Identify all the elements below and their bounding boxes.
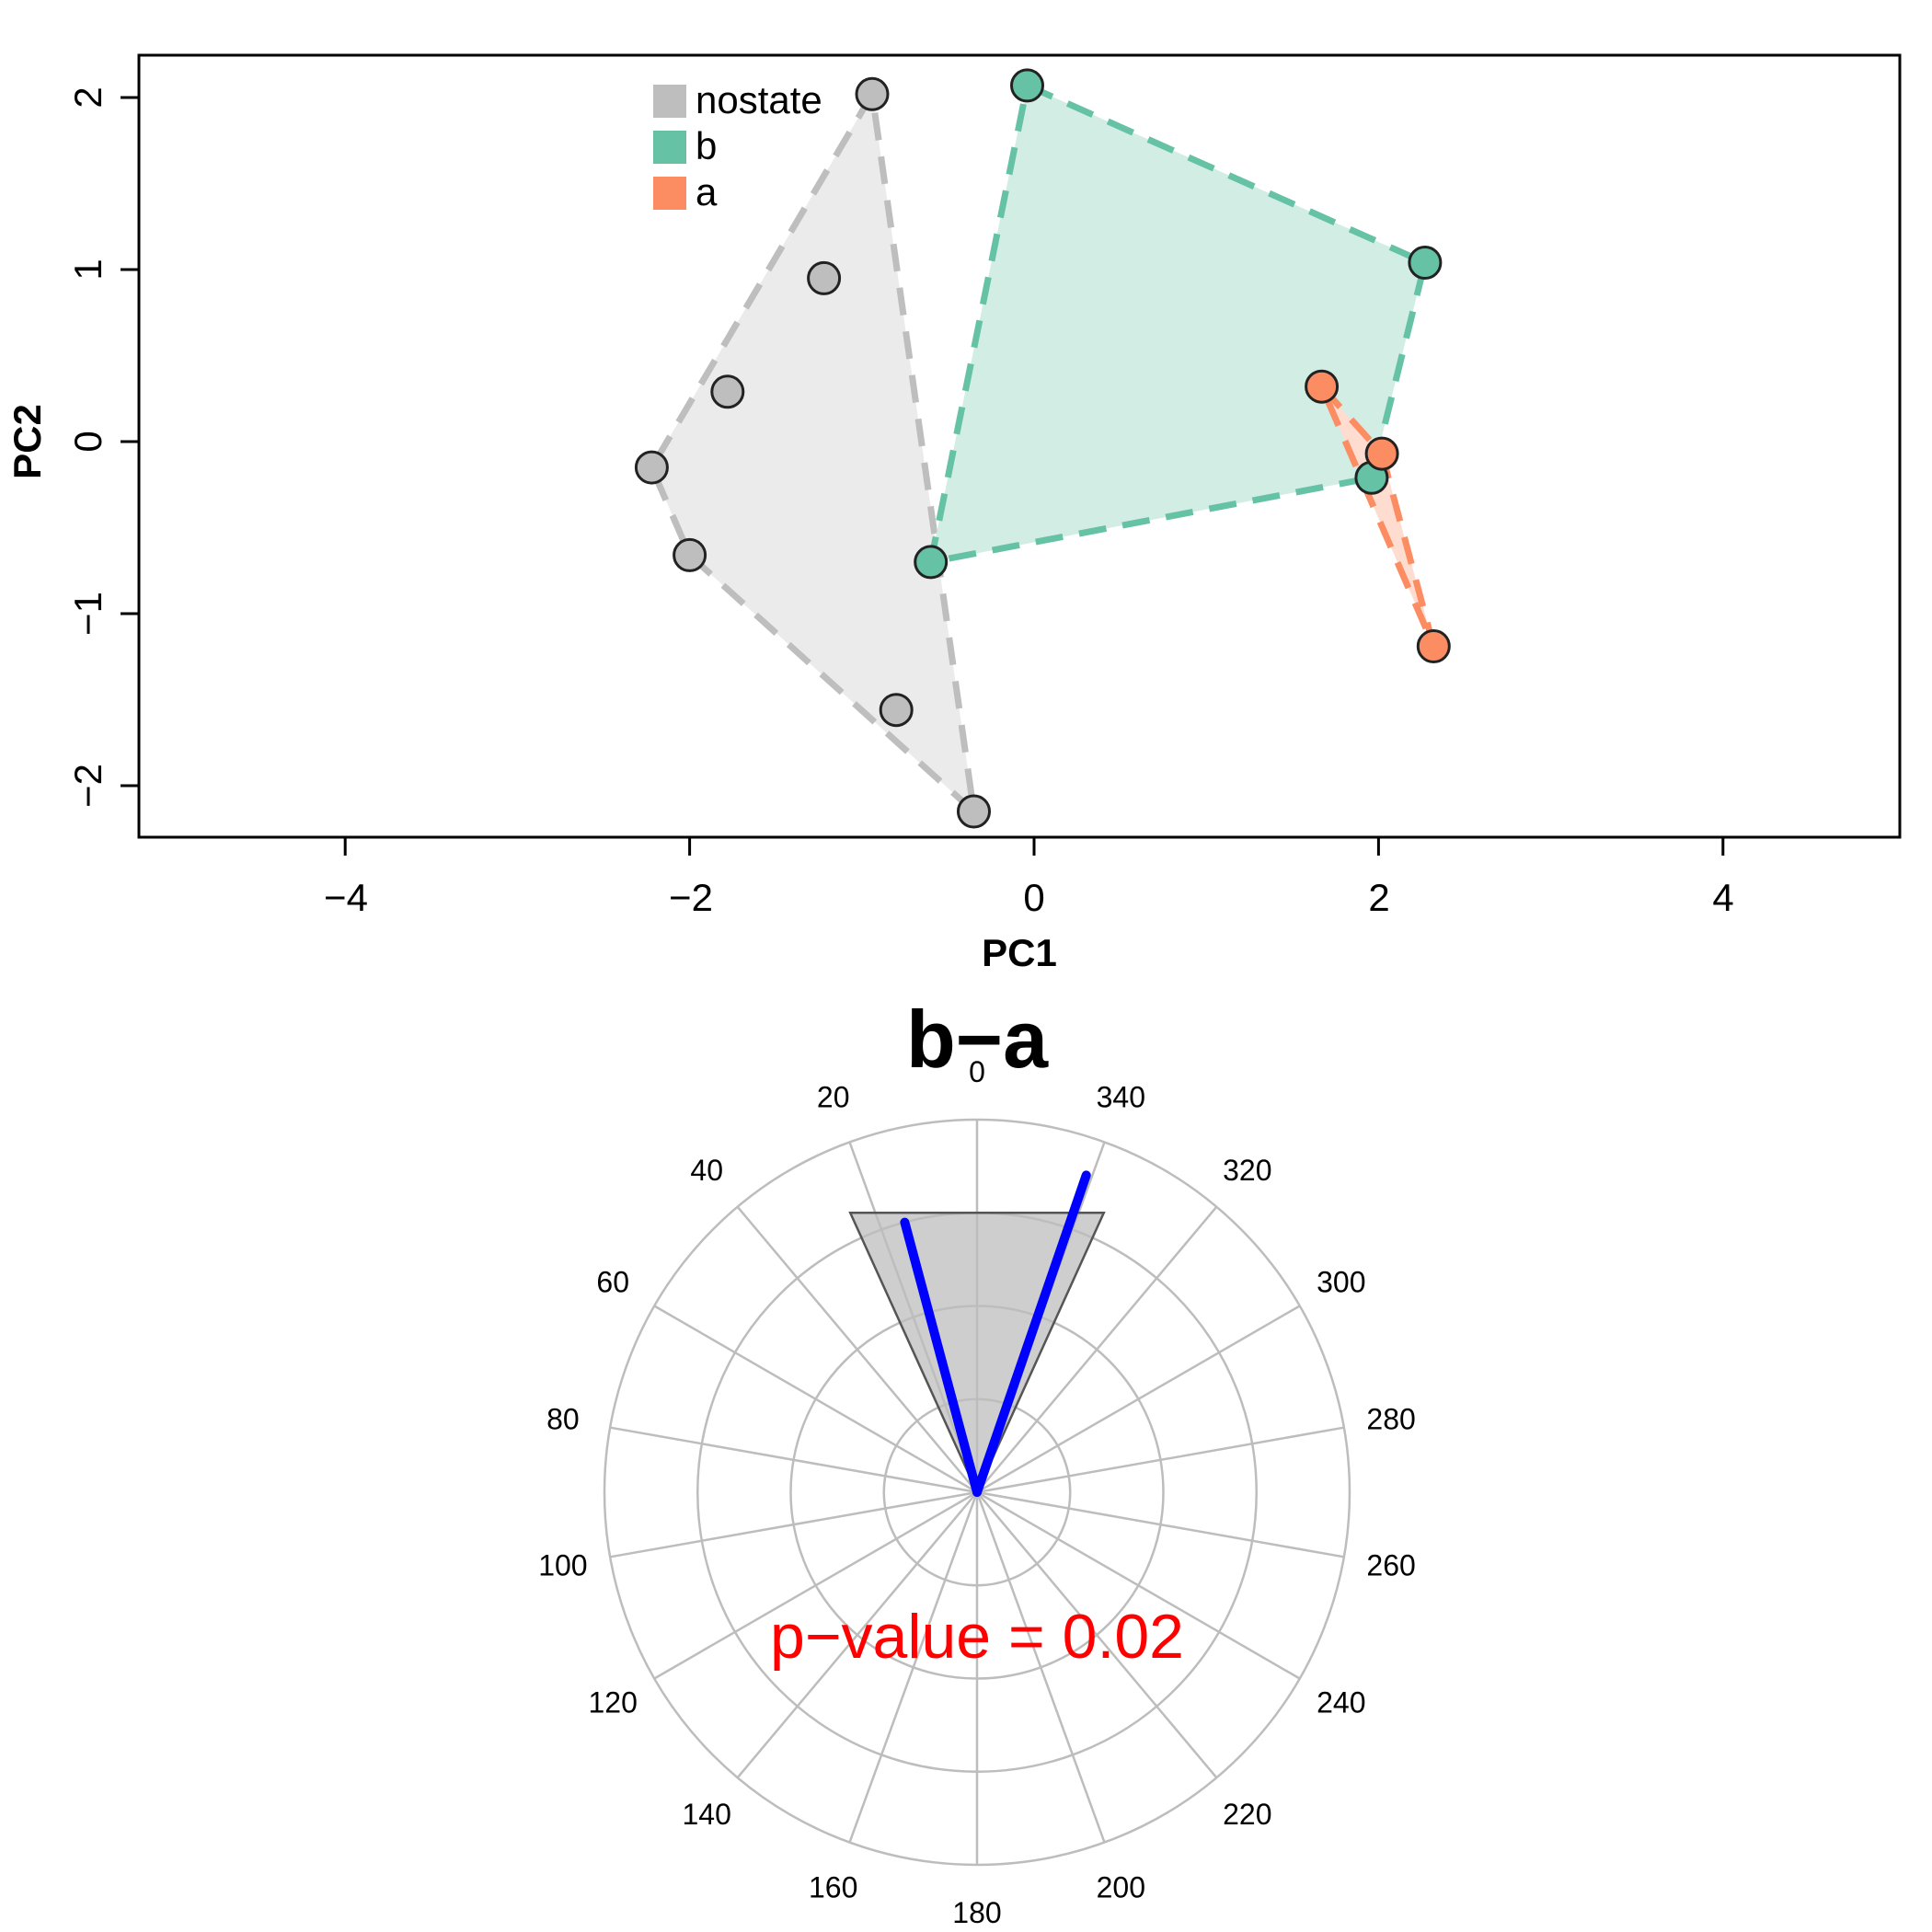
data-points [634, 68, 1451, 829]
angle-label-100: 100 [538, 1548, 587, 1581]
y-tick-marks [121, 96, 139, 788]
angle-label-80: 80 [546, 1403, 580, 1436]
y-tick-label-3: 1 [66, 259, 109, 280]
y-tick-label-1: −1 [66, 592, 109, 636]
polar-spoke-80 [609, 1426, 978, 1494]
point-a-0 [1305, 369, 1340, 404]
x-tick-label-0: −4 [324, 876, 368, 919]
convex-hulls [648, 82, 1437, 815]
angle-label-60: 60 [596, 1266, 629, 1299]
point-a-1 [1364, 436, 1399, 471]
y-axis: −2 −1 0 1 2 PC2 [6, 86, 141, 808]
y-tick-label-4: 2 [66, 86, 109, 108]
legend-label-nostate: nostate [696, 78, 822, 121]
angle-label-260: 260 [1366, 1548, 1415, 1581]
x-axis-label: PC1 [982, 931, 1057, 974]
angle-label-280: 280 [1366, 1403, 1415, 1436]
angle-label-40: 40 [690, 1154, 723, 1187]
x-tick-label-2: 0 [1023, 876, 1044, 919]
polar-spoke-260 [976, 1490, 1345, 1558]
angle-label-20: 20 [817, 1081, 850, 1114]
polar-spoke-240 [976, 1490, 1301, 1680]
point-b-3 [914, 545, 949, 580]
angle-label-340: 340 [1097, 1081, 1145, 1114]
legend-swatch-a [653, 177, 686, 210]
confidence-wedge [848, 1212, 1106, 1496]
polar-spoke-100 [609, 1490, 978, 1558]
x-tick-label-1: −2 [669, 876, 713, 919]
polar-spoke-120 [653, 1490, 978, 1680]
confidence-region [848, 1212, 1106, 1496]
angle-label-120: 120 [589, 1686, 638, 1719]
hull-b [927, 82, 1429, 566]
y-tick-label-0: −2 [66, 764, 109, 808]
pca-plot: nostate b a −4 −2 0 2 4 PC1 −2 −1 0 1 2 … [6, 53, 1902, 974]
point-nostate-6 [957, 794, 991, 829]
polar-spoke-220 [976, 1491, 1218, 1779]
polar-spoke-300 [976, 1305, 1301, 1494]
x-tick-marks [343, 837, 1725, 856]
polar-spoke-140 [736, 1491, 978, 1779]
point-nostate-2 [710, 374, 745, 409]
p-value-annotation: p−value = 0.02 [770, 1602, 1184, 1672]
legend: nostate b a [653, 78, 822, 213]
x-tick-label-3: 2 [1368, 876, 1389, 919]
angle-vectors [900, 1170, 1091, 1497]
point-nostate-1 [807, 260, 842, 295]
polar-title: b−a [906, 994, 1049, 1085]
polar-spoke-40 [736, 1205, 978, 1493]
angle-label-300: 300 [1317, 1266, 1365, 1299]
point-nostate-3 [634, 450, 669, 485]
x-axis: −4 −2 0 2 4 PC1 [324, 835, 1734, 974]
hull-a [1318, 383, 1437, 650]
angle-label-0: 0 [969, 1055, 985, 1088]
polar-spoke-320 [976, 1205, 1218, 1493]
angle-label-320: 320 [1223, 1154, 1271, 1187]
angle-label-180: 180 [952, 1896, 1001, 1929]
polar-spoke-200 [975, 1491, 1106, 1844]
angle-label-220: 220 [1223, 1798, 1271, 1831]
y-tick-label-2: 0 [66, 431, 109, 452]
angle-labels: 0 20 40 60 80 100 120 140 160 180 200 22… [538, 1055, 1416, 1929]
angle-label-140: 140 [683, 1798, 731, 1831]
legend-label-a: a [696, 170, 718, 213]
angle-label-240: 240 [1317, 1686, 1365, 1719]
legend-swatch-nostate [653, 85, 686, 118]
point-b-0 [1010, 68, 1044, 103]
angle-label-200: 200 [1097, 1870, 1145, 1903]
polar-spoke-280 [976, 1426, 1345, 1494]
y-axis-label: PC2 [6, 404, 49, 479]
angle-label-160: 160 [809, 1870, 857, 1903]
polar-spoke-160 [848, 1491, 979, 1844]
polar-plot: b−a 0 20 40 60 80 100 120 140 160 180 20… [538, 994, 1416, 1929]
polar-spoke-60 [653, 1305, 978, 1494]
point-a-2 [1416, 629, 1451, 663]
vector-0 [900, 1217, 982, 1497]
x-tick-label-4: 4 [1712, 876, 1733, 919]
point-nostate-0 [855, 76, 890, 111]
point-nostate-5 [879, 693, 914, 728]
legend-swatch-b [653, 131, 686, 164]
point-nostate-4 [673, 537, 707, 572]
point-b-1 [1408, 246, 1443, 280]
legend-label-b: b [696, 124, 717, 167]
vector-1 [972, 1170, 1091, 1497]
